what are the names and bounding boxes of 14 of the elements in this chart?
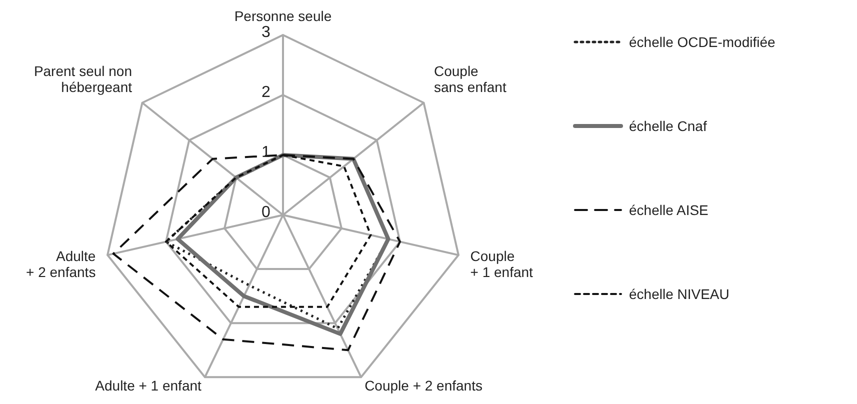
spoke-label: Couple + 1 enfant [470, 248, 534, 280]
legend-label: échelle AISE [629, 202, 708, 218]
spoke-label: Adulte + 1 enfant [95, 377, 202, 394]
spoke-label: Adulte + 2 enfants [26, 248, 96, 280]
legend-label: échelle NIVEAU [629, 286, 730, 302]
legend-label: échelle Cnaf [629, 118, 707, 134]
spoke-label: Parent seul non hébergeant [34, 62, 132, 95]
y-tick-label: 3 [262, 24, 271, 41]
y-tick-label: 2 [262, 84, 271, 101]
legend-label: échelle OCDE-modifiée [629, 34, 776, 50]
spoke-label: Personne seule [234, 8, 332, 24]
spoke-label: Couple sans enfant [434, 62, 506, 95]
y-tick-label: 0 [262, 204, 271, 221]
spoke-label: Couple + 2 enfants [364, 377, 482, 394]
